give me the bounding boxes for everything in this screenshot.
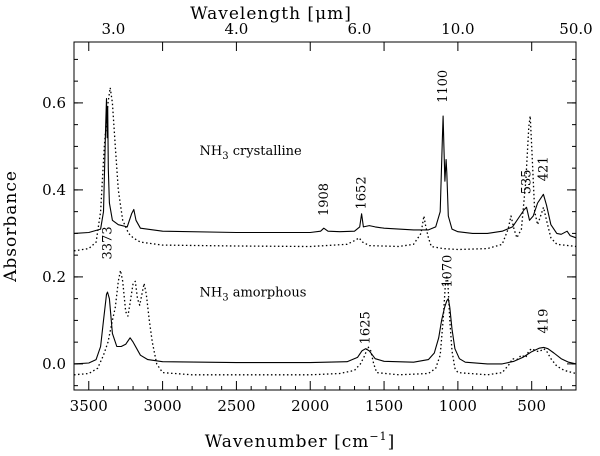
top-axis-label: Wavelength [μm] (190, 4, 352, 24)
peak-label: 1070 (441, 255, 456, 288)
x-tick-label: 3500 (70, 397, 108, 415)
peak-label: 421 (536, 156, 551, 181)
peak-label: 535 (520, 169, 535, 194)
series-line-3 (73, 291, 577, 365)
top-tick-label: 50.0 (559, 20, 592, 38)
x-tick-label: 2500 (217, 397, 255, 415)
x-tick-label: 2000 (291, 397, 329, 415)
x-tick-label: 500 (517, 397, 546, 415)
peak-label: 1908 (317, 183, 332, 216)
series-line-4 (73, 269, 577, 376)
peak-label: 1625 (359, 311, 374, 344)
x-axis-label: Wavenumber [cm−1] (205, 430, 395, 452)
x-axis-label-sup: −1 (369, 430, 387, 443)
y-tick-label: 0.6 (42, 94, 66, 112)
annotation-pre: NH (200, 144, 223, 159)
peak-label: 1100 (436, 70, 451, 103)
x-tick-label: 1500 (365, 397, 403, 415)
top-axis-label-post: m] (327, 4, 352, 24)
x-tick-label: 3000 (143, 397, 181, 415)
series-line-1 (73, 98, 577, 239)
top-tick-label: 6.0 (348, 20, 372, 38)
top-tick-label: 4.0 (224, 20, 248, 38)
axis-ticks: 3500 3000 2500 2000 1500 1000 500 0.0 0.2 0.4 0.6 3… (42, 20, 593, 415)
spectra-series (73, 87, 577, 376)
y-tick-label: 0.4 (42, 181, 66, 199)
series-line-2 (73, 87, 577, 252)
y-tick-label: 0.0 (42, 355, 66, 373)
annotation-amorphous: NH3 amorphous (200, 285, 307, 303)
annotation-sub: 3 (222, 292, 228, 303)
top-tick-label: 3.0 (101, 20, 125, 38)
annotation-post: amorphous (229, 285, 307, 300)
peak-label: 3373 (101, 226, 116, 259)
y-axis-label: Absorbance (1, 170, 21, 283)
annotation-sub: 3 (222, 151, 228, 162)
x-axis-label-main: Wavenumber [cm (205, 432, 370, 452)
annotation-crystalline: NH3 crystalline (200, 144, 303, 162)
top-tick-label: 10.0 (441, 20, 474, 38)
peak-label: 419 (537, 309, 552, 334)
peak-label: 1652 (355, 176, 370, 209)
y-tick-label: 0.2 (42, 268, 66, 286)
x-axis-label-close: ] (388, 432, 396, 452)
top-axis-label-mu: μ (315, 4, 327, 24)
x-tick-label: 1000 (439, 397, 477, 415)
annotation-post: crystalline (229, 144, 302, 159)
annotation-pre: NH (200, 285, 223, 300)
top-axis-label-pre: Wavelength [ (190, 4, 315, 24)
